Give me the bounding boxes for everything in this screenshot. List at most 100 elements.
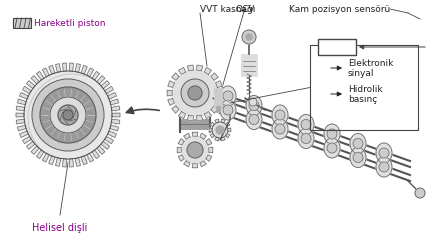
Polygon shape xyxy=(105,86,113,94)
Circle shape xyxy=(187,142,203,158)
Polygon shape xyxy=(112,113,120,117)
Ellipse shape xyxy=(298,129,314,148)
Text: Kam pozisyon sensörü: Kam pozisyon sensörü xyxy=(289,5,390,14)
Circle shape xyxy=(63,110,73,120)
Circle shape xyxy=(181,136,209,164)
Polygon shape xyxy=(42,153,49,162)
Circle shape xyxy=(249,100,259,110)
Circle shape xyxy=(223,105,233,115)
Polygon shape xyxy=(177,147,181,153)
Polygon shape xyxy=(16,119,25,124)
Polygon shape xyxy=(209,128,212,132)
Polygon shape xyxy=(206,155,212,161)
Circle shape xyxy=(379,148,389,158)
Circle shape xyxy=(58,105,78,125)
Polygon shape xyxy=(108,93,116,99)
Polygon shape xyxy=(192,164,198,168)
Circle shape xyxy=(50,97,86,133)
Ellipse shape xyxy=(350,147,366,168)
Text: OCV: OCV xyxy=(235,5,255,14)
Polygon shape xyxy=(49,65,55,74)
Polygon shape xyxy=(92,72,100,80)
Polygon shape xyxy=(221,137,225,141)
Bar xyxy=(216,106,220,112)
Polygon shape xyxy=(92,150,100,159)
Polygon shape xyxy=(101,141,110,149)
Circle shape xyxy=(275,124,285,134)
Ellipse shape xyxy=(272,105,288,125)
Polygon shape xyxy=(69,159,74,167)
Bar xyxy=(13,18,31,28)
Polygon shape xyxy=(210,122,214,127)
Circle shape xyxy=(301,134,311,144)
Polygon shape xyxy=(206,139,212,145)
Circle shape xyxy=(223,91,233,101)
Ellipse shape xyxy=(272,119,288,139)
Circle shape xyxy=(249,114,259,124)
Polygon shape xyxy=(27,81,35,89)
Polygon shape xyxy=(200,133,206,139)
Polygon shape xyxy=(178,67,186,74)
Circle shape xyxy=(327,143,337,153)
Circle shape xyxy=(246,34,252,40)
Polygon shape xyxy=(101,81,110,89)
Circle shape xyxy=(188,86,202,100)
Bar xyxy=(214,88,222,108)
Circle shape xyxy=(415,188,425,198)
Polygon shape xyxy=(184,133,190,139)
Circle shape xyxy=(301,120,311,130)
Text: Hidrolik: Hidrolik xyxy=(348,85,383,93)
Circle shape xyxy=(212,122,228,138)
Polygon shape xyxy=(87,68,94,77)
Polygon shape xyxy=(111,119,120,124)
Polygon shape xyxy=(178,112,186,119)
Polygon shape xyxy=(168,81,174,87)
Polygon shape xyxy=(211,73,218,80)
Polygon shape xyxy=(215,119,219,123)
Ellipse shape xyxy=(376,157,392,177)
Bar xyxy=(310,45,418,130)
Polygon shape xyxy=(204,67,211,74)
Text: Helisel dişli: Helisel dişli xyxy=(32,223,88,233)
Polygon shape xyxy=(204,112,211,119)
Circle shape xyxy=(172,70,218,116)
Polygon shape xyxy=(187,65,193,71)
Polygon shape xyxy=(75,64,80,72)
Polygon shape xyxy=(56,64,61,72)
Polygon shape xyxy=(36,150,44,159)
Polygon shape xyxy=(18,125,26,131)
Polygon shape xyxy=(105,137,113,144)
Ellipse shape xyxy=(246,96,262,116)
Polygon shape xyxy=(20,131,28,137)
Polygon shape xyxy=(110,99,119,105)
Polygon shape xyxy=(27,141,35,149)
Circle shape xyxy=(32,79,104,151)
Polygon shape xyxy=(81,65,87,74)
Polygon shape xyxy=(178,155,184,161)
Text: basınç: basınç xyxy=(348,96,377,104)
Bar xyxy=(318,39,356,55)
Ellipse shape xyxy=(298,114,314,134)
Polygon shape xyxy=(215,137,219,141)
Polygon shape xyxy=(216,81,222,87)
Polygon shape xyxy=(172,106,179,113)
Circle shape xyxy=(275,110,285,120)
Polygon shape xyxy=(18,99,26,105)
Bar xyxy=(241,54,257,76)
Polygon shape xyxy=(226,134,230,138)
Polygon shape xyxy=(62,63,67,71)
Polygon shape xyxy=(31,76,39,84)
Polygon shape xyxy=(108,131,116,137)
Polygon shape xyxy=(69,63,74,71)
Circle shape xyxy=(24,71,112,159)
Ellipse shape xyxy=(350,134,366,154)
Polygon shape xyxy=(56,158,61,166)
Circle shape xyxy=(40,87,96,143)
Polygon shape xyxy=(210,134,214,138)
Polygon shape xyxy=(75,158,80,166)
Ellipse shape xyxy=(246,110,262,130)
Polygon shape xyxy=(209,147,213,153)
Circle shape xyxy=(249,98,257,106)
Polygon shape xyxy=(111,106,120,111)
Polygon shape xyxy=(62,159,67,167)
